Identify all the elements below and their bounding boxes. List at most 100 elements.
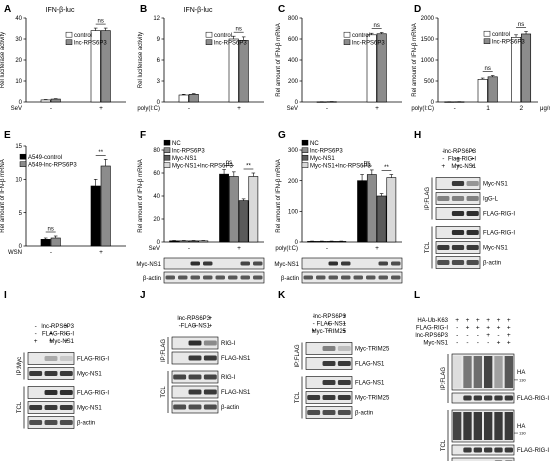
ubiquitin-smear <box>484 412 493 440</box>
sig-label: ns <box>364 160 370 166</box>
ubiquitin-smear <box>463 356 472 388</box>
blot-band <box>337 410 351 415</box>
blot-row-label: FLAG-NS1 <box>221 390 251 396</box>
blot-band <box>366 275 376 280</box>
condition-value: + <box>476 325 480 332</box>
blot-band <box>203 355 217 361</box>
legend-label: lnc-RPS6P3 <box>352 41 385 47</box>
condition-value: + <box>455 317 459 324</box>
bar-lnc-RPS6P3 <box>366 174 377 243</box>
blot-row-label: β-actin <box>77 421 95 427</box>
blot-band <box>215 275 225 280</box>
blot-band <box>337 380 351 385</box>
sig-label: ns <box>98 19 104 25</box>
legend-swatch <box>205 31 213 38</box>
condition-value: - <box>466 332 468 339</box>
panel-letter-C: C <box>278 4 285 15</box>
blot-strip <box>451 457 515 461</box>
condition-value: + <box>486 317 490 324</box>
chart-title-B: IFN-β-luc <box>184 7 213 14</box>
blot-band <box>466 230 479 235</box>
condition-value: - <box>456 325 458 332</box>
blot-band <box>341 275 351 280</box>
condition-value: - <box>50 323 52 330</box>
blot-band <box>203 275 213 280</box>
legend-swatch <box>19 161 27 167</box>
condition-value: + <box>49 331 53 338</box>
y-axis-label: Rel amount of IFN-β mRNA <box>276 23 282 96</box>
condition-value: - <box>477 332 479 339</box>
y-tick-label: 0 <box>19 100 23 106</box>
x-treatment-label: SeV <box>149 246 160 252</box>
condition-value: - <box>487 340 489 347</box>
y-tick-label: 40 <box>15 16 22 22</box>
blot-band <box>391 275 401 280</box>
y-tick-label: 5 <box>19 211 23 217</box>
condition-value: + <box>49 338 53 345</box>
condition-value: + <box>327 328 331 335</box>
condition-value: - <box>442 156 444 163</box>
blot-L: HA-Ub-K63 + + + + + +FLAG-RIG-I - + + + + +lnc-RPS6P… <box>415 317 549 461</box>
ubiquitin-smear <box>484 356 493 388</box>
x-tick-label: - <box>326 105 328 112</box>
legend-label: Myc-NS1 <box>172 156 197 162</box>
blot-K: lnc-RPS6P3- - +FLAG-NS1- + +Myc-TRIM25+ + +Myc… <box>295 313 390 419</box>
bar-Myc-NS1+lnc-RPS6P3 <box>198 240 209 243</box>
blot-strip <box>163 271 265 284</box>
legend-label: A549-control <box>28 155 62 161</box>
condition-value: - <box>497 332 499 339</box>
blot-band <box>59 371 73 376</box>
panel-letter-A: A <box>4 4 11 15</box>
condition-label: lnc-RPS6P3 <box>177 316 210 322</box>
bar-lnc-RPS6P3 <box>228 176 239 243</box>
y-tick-label: 0 <box>19 244 23 250</box>
blot-F: Myc-NS1 β-actin <box>136 257 265 284</box>
blot-band <box>59 420 73 425</box>
blot-band <box>322 361 336 366</box>
y-tick-label: 40 <box>153 194 160 200</box>
sig-label: ** <box>246 164 251 170</box>
x-treatment-label: poly(I:C) <box>275 246 298 252</box>
blot-band <box>188 389 202 395</box>
blot-band <box>437 196 450 201</box>
bar-NC <box>307 241 317 243</box>
condition-label: FLAG-RIG-I <box>42 332 74 338</box>
ubiquitin-smear <box>463 412 472 440</box>
blot-band <box>437 245 450 250</box>
condition-label: Myc-NS1 <box>451 164 476 170</box>
blot-row-label: Myc-NS1 <box>274 262 299 268</box>
legend-label: Myc-NS1+lnc-RPS6P3 <box>310 164 372 170</box>
blot-band <box>188 340 202 346</box>
blot-band <box>391 261 401 266</box>
ubiquitin-smear <box>453 356 462 388</box>
condition-value: + <box>497 340 501 347</box>
condition-value: + <box>486 332 490 339</box>
y-tick-label: 3 <box>157 79 161 85</box>
condition-value: + <box>466 317 470 324</box>
blot-band <box>473 447 482 453</box>
blot-band <box>337 346 351 351</box>
legend-swatch <box>301 162 309 168</box>
blot-band <box>322 346 336 351</box>
condition-label: Myc-NS1 <box>49 339 74 345</box>
condition-value: + <box>208 315 212 322</box>
blot-band <box>307 410 321 415</box>
blot-band <box>303 275 313 280</box>
y-tick-label: 0 <box>157 100 161 106</box>
blot-band <box>451 181 465 186</box>
bar-A549-lnc-RPS6P3 <box>100 165 111 247</box>
blot-band <box>451 211 465 216</box>
blot-strip <box>301 257 403 270</box>
blot-I: lnc-RPS6P3- - +FLAG-RIG-I- + +Myc-NS1+ + +FLAG… <box>17 323 109 429</box>
y-axis-label: Rel amount of IFN-β mRNA <box>412 23 418 96</box>
condition-label: lnc-RPS6P3 <box>41 324 74 330</box>
y-tick-label: 12 <box>153 16 160 22</box>
legend-label: lnc-RPS6P3 <box>492 40 525 46</box>
condition-value: + <box>342 321 346 328</box>
blot-band <box>173 374 187 380</box>
condition-value: + <box>507 332 511 339</box>
bar-lnc-RPS6P3 <box>178 240 189 243</box>
blot-band <box>228 275 238 280</box>
blot-band <box>504 447 513 453</box>
sig-label: ** <box>384 165 389 171</box>
